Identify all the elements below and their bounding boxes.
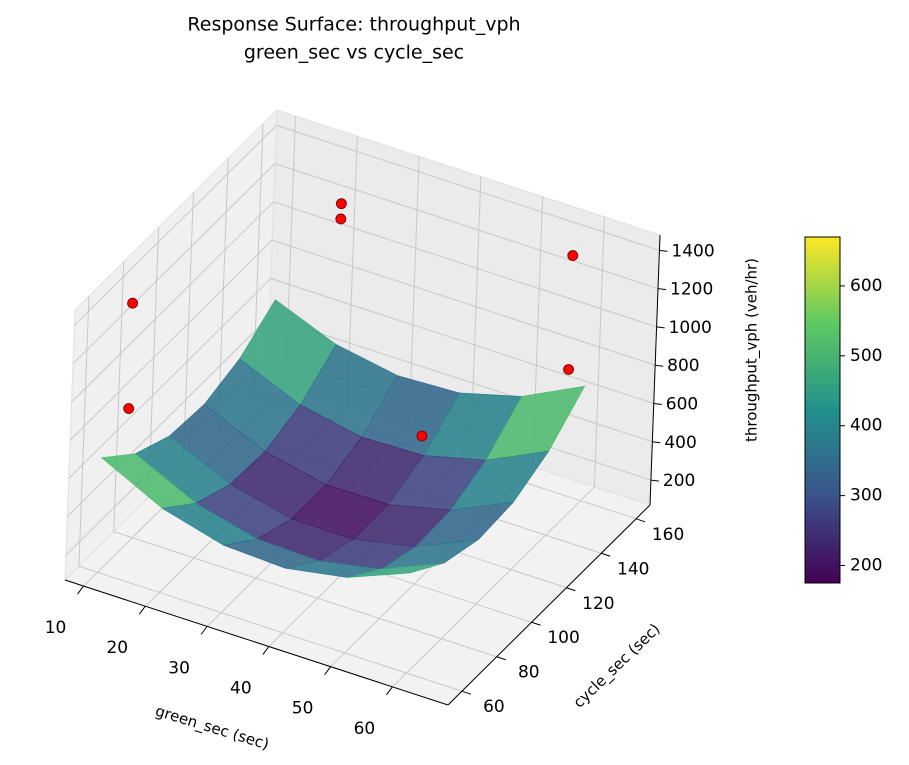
- grid-line: [274, 163, 659, 290]
- y-tick: [635, 518, 646, 523]
- z-axis-label: throughput_vph (veh/hr): [743, 258, 762, 442]
- y-tick-label: 140: [617, 559, 649, 579]
- x-tick: [386, 686, 393, 696]
- y-tick: [601, 552, 611, 557]
- data-point: [567, 250, 579, 261]
- y-tick: [531, 621, 541, 626]
- y-tick-label: 160: [652, 525, 684, 545]
- x-tick: [138, 605, 146, 615]
- grid-line: [272, 239, 656, 366]
- z-tick-label: 1400: [671, 241, 714, 261]
- grid-line: [276, 124, 660, 251]
- x-tick: [77, 585, 84, 595]
- x-tick-label: 50: [292, 699, 314, 719]
- x-tick: [262, 646, 270, 655]
- data-point: [563, 364, 574, 375]
- grid-line: [72, 163, 276, 364]
- x-axis-label: green_sec (sec): [153, 702, 271, 755]
- z-tick-label: 400: [664, 433, 696, 453]
- data-point: [335, 213, 347, 225]
- surface-patch: [347, 562, 445, 578]
- y-tick: [566, 587, 576, 592]
- data-point: [335, 198, 347, 210]
- marks: [100, 198, 586, 578]
- chart-subtitle: green_sec vs cycle_sec: [244, 42, 464, 64]
- grid-line: [78, 565, 463, 692]
- grid-line: [182, 192, 194, 463]
- grid-line: [270, 278, 654, 404]
- z-tick-label: 1000: [669, 318, 712, 338]
- axis-line: [649, 234, 661, 506]
- axis-line: [447, 504, 651, 706]
- grid-line: [392, 486, 595, 688]
- grid-line: [74, 124, 277, 326]
- x-tick-label: 30: [168, 658, 190, 678]
- colorbar: [804, 236, 841, 584]
- colorbar-tick-label: 400: [850, 416, 882, 436]
- z-tick-label: 1200: [670, 280, 713, 300]
- z-tick: [656, 326, 665, 329]
- z-tick-label: 800: [667, 356, 699, 376]
- y-tick: [461, 690, 472, 695]
- grid-line: [69, 239, 273, 441]
- colorbar-tick-label: 300: [850, 486, 882, 506]
- grid-line: [78, 296, 90, 567]
- colorbar-tick-label: 200: [850, 556, 882, 576]
- x-tick: [200, 626, 208, 635]
- z-tick: [650, 479, 659, 482]
- data-point: [416, 430, 428, 442]
- grid-line: [113, 531, 497, 658]
- y-tick-label: 80: [518, 663, 540, 683]
- y-tick-label: 60: [483, 697, 505, 717]
- z-tick: [653, 403, 662, 406]
- grid-line: [593, 216, 605, 487]
- chart-title: Response Surface: throughput_vph: [187, 14, 520, 36]
- x-tick-label: 60: [354, 719, 376, 739]
- z-tick: [655, 364, 664, 367]
- y-tick-label: 100: [547, 628, 579, 648]
- z-tick: [659, 249, 668, 252]
- data-point: [123, 403, 135, 414]
- z-tick: [652, 441, 661, 444]
- y-tick: [496, 656, 506, 661]
- grid-line: [68, 278, 272, 479]
- colorbar-tick-label: 600: [850, 276, 882, 296]
- z-tick-label: 600: [666, 395, 698, 415]
- x-tick-label: 40: [230, 679, 252, 699]
- x-tick-label: 10: [45, 618, 67, 638]
- axis-line: [64, 579, 449, 706]
- x-tick: [324, 666, 332, 675]
- grid-line: [66, 316, 270, 518]
- z-tick: [657, 288, 667, 291]
- grid-line: [269, 316, 653, 443]
- colorbar-tick-label: 500: [850, 346, 882, 366]
- grid-line: [113, 261, 125, 532]
- z-tick-label: 200: [663, 471, 695, 491]
- x-tick-label: 20: [106, 638, 128, 658]
- data-point: [127, 297, 138, 309]
- y-axis-label: cycle_sec (sec): [570, 620, 665, 712]
- grid-line: [217, 158, 229, 429]
- y-tick-label: 120: [582, 594, 614, 614]
- grid-line: [71, 201, 274, 403]
